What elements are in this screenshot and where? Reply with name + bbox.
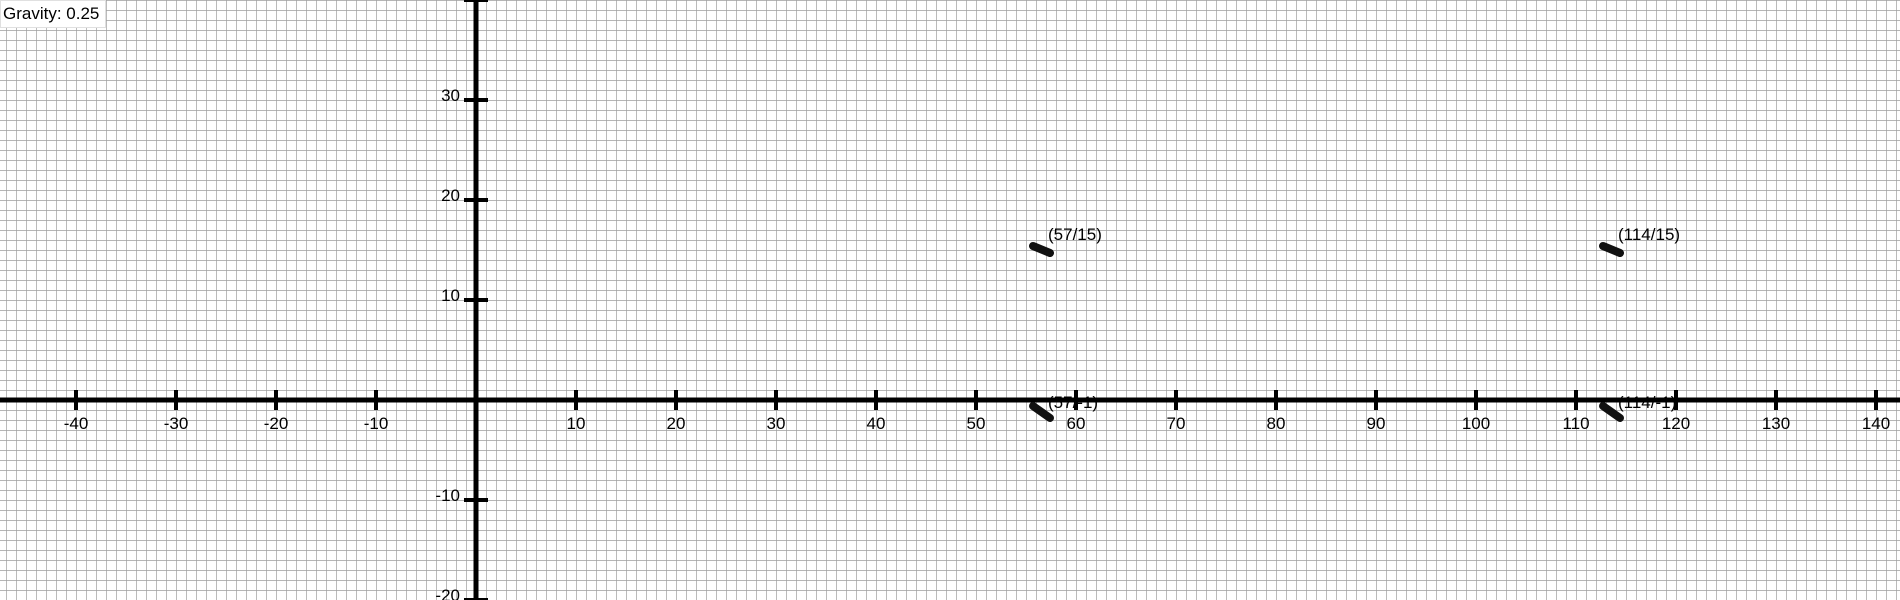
point-label: (57/-1) xyxy=(1048,393,1098,412)
x-tick-label: -40 xyxy=(64,414,89,433)
gravity-label: Gravity: 0.25 xyxy=(3,4,100,23)
y-tick-label: -10 xyxy=(435,486,460,505)
x-tick-label: 60 xyxy=(1067,414,1086,433)
point-marker[interactable] xyxy=(1599,402,1624,422)
y-tick-label: 10 xyxy=(441,286,460,305)
point-label: (114/-1) xyxy=(1618,393,1676,412)
x-tick-label: 20 xyxy=(667,414,686,433)
x-tick-label: 50 xyxy=(967,414,986,433)
point-marker[interactable] xyxy=(1599,242,1624,257)
x-tick-label: 10 xyxy=(567,414,586,433)
y-tick-label: -20 xyxy=(435,586,460,600)
x-tick-label: 70 xyxy=(1167,414,1186,433)
x-tick-label: 140 xyxy=(1862,414,1890,433)
point-label: (57/15) xyxy=(1048,225,1102,244)
point-marker[interactable] xyxy=(1029,242,1054,257)
x-tick-label: -20 xyxy=(264,414,289,433)
x-tick-label: -10 xyxy=(364,414,389,433)
axis-ticks: -40 -30 -20 -10 10 20 30 40 50 60 70 80 90 100 110 120 1… xyxy=(64,0,1890,600)
point-marker[interactable] xyxy=(1029,402,1054,422)
x-tick-label: 130 xyxy=(1762,414,1790,433)
y-tick-label: 30 xyxy=(441,86,460,105)
y-tick-label: 20 xyxy=(441,186,460,205)
x-tick-label: 80 xyxy=(1267,414,1286,433)
x-tick-label: -30 xyxy=(164,414,189,433)
x-tick-label: 90 xyxy=(1367,414,1386,433)
x-tick-label: 40 xyxy=(867,414,886,433)
x-tick-label: 100 xyxy=(1462,414,1490,433)
point-label: (114/15) xyxy=(1618,225,1680,244)
data-points: (57/15) (114/15) (57/-1) (114/-1) xyxy=(1029,225,1680,422)
x-tick-label: 30 xyxy=(767,414,786,433)
gravity-readout: Gravity: 0.25 xyxy=(0,0,107,28)
x-tick-label: 120 xyxy=(1662,414,1690,433)
x-tick-label: 110 xyxy=(1562,414,1589,433)
